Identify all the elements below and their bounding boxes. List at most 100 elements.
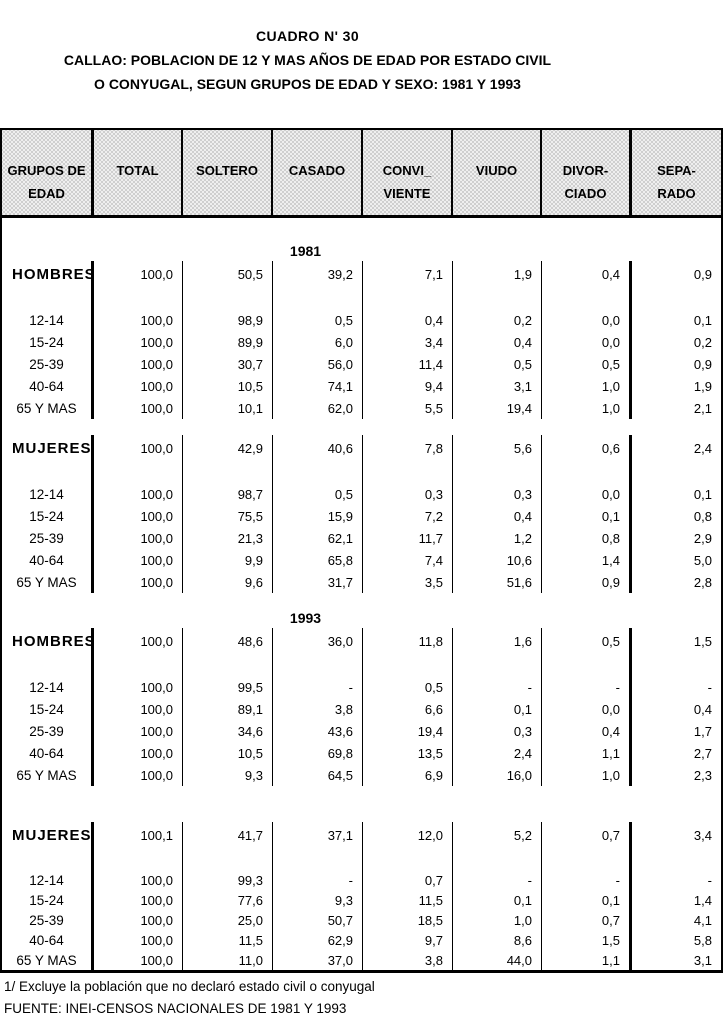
value-cell: 89,9 (183, 331, 273, 353)
value-cell: 0,5 (273, 309, 363, 331)
age-row: 12-14 100,0 99,5-0,5- - - (2, 676, 721, 698)
value-cell: 100,0 (94, 742, 183, 764)
value-cell: 25,0 (183, 910, 273, 930)
value-cell: 62,0 (273, 397, 363, 419)
value-cell: 1,1 (542, 742, 632, 764)
value-cell: 3,1 (693, 952, 712, 968)
value-cell: 51,6 (453, 571, 542, 593)
value-cell: 1,4 (693, 892, 712, 908)
spacer-cell (363, 654, 453, 676)
value-cell: 4,1 (693, 912, 712, 928)
value-cell: 100,0 (94, 950, 183, 970)
value-cell: 7,8 (363, 435, 453, 461)
value-cell: 0,1 (542, 505, 632, 527)
value-cell: 3,4 (363, 331, 453, 353)
column-header-grupos-de-edad: GRUPOS DE EDAD (2, 130, 94, 215)
table-title: CUADRO N' 30 CALLAO: POBLACION DE 12 Y M… (0, 24, 615, 96)
footnote: 1/ Excluye la población que no declaró e… (4, 979, 375, 994)
value-cell: 9,3 (273, 890, 363, 910)
value-cell: 1,4 (542, 549, 632, 571)
sex-row: HOMBRES 100,0 50,5 39,2 7,1 1,9 0,4 0,9 (2, 261, 721, 287)
value-cell: 11,5 (183, 930, 273, 950)
value-cell: - (453, 676, 542, 698)
value-cell: 100,1 (94, 822, 183, 848)
table-body: 1981 HOMBRES 100,0 50,5 39,2 7,1 1,9 0,4 0,9 12-1… (2, 218, 721, 970)
value-cell: 5,2 (453, 822, 542, 848)
value-cell: 0,2 (453, 309, 542, 331)
value-cell: 100,0 (94, 483, 183, 505)
value-cell: 42,9 (183, 435, 273, 461)
value-cell: 100,0 (94, 890, 183, 910)
title-line-2: CALLAO: POBLACION DE 12 Y MAS AÑOS DE ED… (63, 52, 552, 68)
value-cell: 10,5 (183, 375, 273, 397)
value-cell: 3,4 (693, 827, 712, 843)
sex-group-label: HOMBRES (2, 261, 95, 287)
value-cell: 0,4 (542, 720, 632, 742)
value-cell: 1,0 (542, 397, 632, 419)
spacer-cell (94, 848, 183, 870)
value-cell: 5,8 (693, 932, 712, 948)
spacer-cell (542, 848, 632, 870)
value-cell: 100,0 (94, 698, 183, 720)
age-row: 65 Y MAS 100,0 11,0 37,0 3,8 44,0 1,1 3,1 (2, 950, 721, 970)
value-cell: 1,5 (693, 633, 712, 649)
column-header-conviviente: CONVI_ VIENTE (363, 130, 453, 215)
value-cell: 34,6 (183, 720, 273, 742)
spacer-row (2, 848, 721, 870)
value-cell: 2,1 (693, 400, 712, 416)
value-cell: 100,0 (94, 571, 183, 593)
age-row: 12-14 100,0 99,3-0,7- - - (2, 870, 721, 890)
value-cell: - (273, 676, 363, 698)
value-cell: 100,0 (94, 505, 183, 527)
value-cell: 0,3 (453, 720, 542, 742)
value-cell: 56,0 (273, 353, 363, 375)
value-cell: 100,0 (94, 870, 183, 890)
value-cell: 0,5 (453, 353, 542, 375)
value-cell: 11,7 (363, 527, 453, 549)
value-cell: 11,0 (183, 950, 273, 970)
column-header-divorciado: DIVOR- CIADO (542, 130, 632, 215)
spacer-cell (542, 654, 632, 676)
value-cell: 9,9 (183, 549, 273, 571)
spacer-row (2, 218, 721, 240)
value-cell: 1,9 (693, 378, 712, 394)
value-cell: 0,5 (542, 353, 632, 375)
spacer-row (2, 786, 721, 822)
value-cell: 0,1 (693, 486, 712, 502)
value-cell: 0,1 (453, 890, 542, 910)
age-row: 15-24 100,0 77,6 9,3 11,5 0,1 0,1 1,4 (2, 890, 721, 910)
age-group-label: 65 Y MAS (2, 571, 94, 593)
value-cell: 69,8 (273, 742, 363, 764)
value-cell: 11,4 (363, 353, 453, 375)
age-row: 25-39 100,0 25,0 50,7 18,5 1,0 0,7 4,1 (2, 910, 721, 930)
value-cell: 89,1 (183, 698, 273, 720)
table-header-row: GRUPOS DE EDAD TOTAL SOLTERO CASADO CONV… (2, 130, 721, 218)
spacer-cell (542, 287, 632, 309)
value-cell: 10,5 (183, 742, 273, 764)
value-cell: 100,0 (94, 375, 183, 397)
sex-row: HOMBRES 100,0 48,6 36,0 11,8 1,6 0,5 1,5 (2, 628, 721, 654)
value-cell: 19,4 (363, 720, 453, 742)
value-cell: 7,4 (363, 549, 453, 571)
spacer-cell (183, 848, 273, 870)
value-cell: 41,7 (183, 822, 273, 848)
value-cell: 7,1 (363, 261, 453, 287)
spacer-cell (94, 654, 183, 676)
spacer-cell (94, 287, 183, 309)
value-cell: 0,5 (273, 483, 363, 505)
value-cell: 5,5 (363, 397, 453, 419)
value-cell: 1,9 (453, 261, 542, 287)
age-group-label: 25-39 (2, 353, 94, 375)
value-cell: 3,1 (453, 375, 542, 397)
spacer-cell (273, 287, 363, 309)
value-cell: 2,4 (453, 742, 542, 764)
age-group-label: 15-24 (2, 698, 94, 720)
value-cell: 62,9 (273, 930, 363, 950)
spacer-cell (632, 848, 721, 870)
value-cell: 48,6 (183, 628, 273, 654)
value-cell: 2,4 (693, 440, 712, 456)
spacer-cell (632, 461, 721, 483)
value-cell: 37,0 (273, 950, 363, 970)
value-cell: 0,3 (363, 483, 453, 505)
year-label: 1993 (289, 609, 322, 626)
